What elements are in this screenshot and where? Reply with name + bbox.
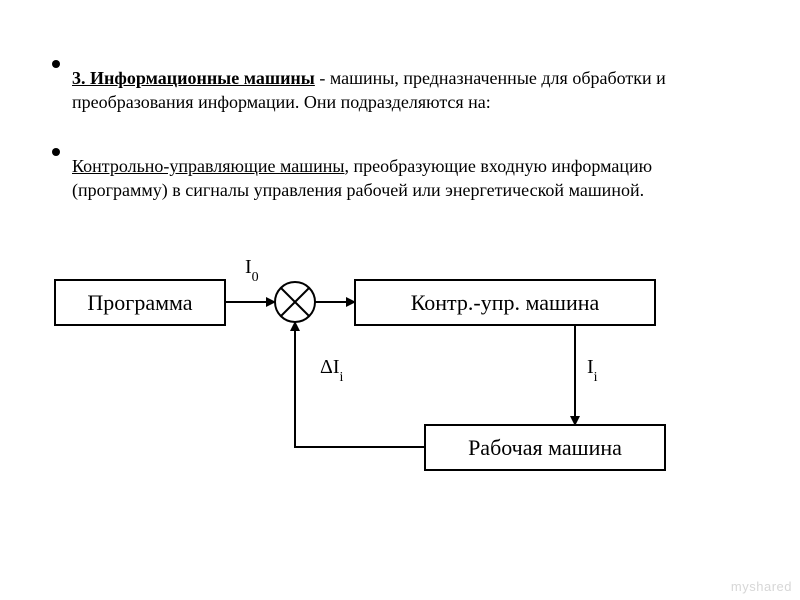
edge-label: I0 (245, 256, 259, 285)
node-prog: Программа (55, 280, 225, 325)
edge (295, 322, 425, 447)
svg-text:Контр.-упр. машина: Контр.-упр. машина (411, 290, 600, 315)
edge-label: ΔIi (320, 356, 344, 385)
heading-paragraph: 3. Информационные машины - машины, предн… (72, 66, 740, 115)
sum-node (275, 282, 315, 322)
bullet-icon (52, 148, 60, 156)
node-ctrl: Контр.-упр. машина (355, 280, 655, 325)
sub-lead: Контрольно-управляющие машины (72, 156, 344, 176)
node-work: Рабочая машина (425, 425, 665, 470)
svg-text:Рабочая машина: Рабочая машина (468, 435, 622, 460)
control-diagram: Программа Контр.-упр. машина Рабочая машин… (45, 255, 745, 535)
edge-label: Ii (587, 356, 598, 385)
watermark: myshared (731, 579, 792, 594)
page: 3. Информационные машины - машины, предн… (0, 0, 800, 600)
sub-paragraph: Контрольно-управляющие машины, преобразу… (72, 154, 740, 203)
bullet-icon (52, 60, 60, 68)
heading-lead: 3. Информационные машины (72, 68, 315, 88)
svg-text:Программа: Программа (87, 290, 192, 315)
